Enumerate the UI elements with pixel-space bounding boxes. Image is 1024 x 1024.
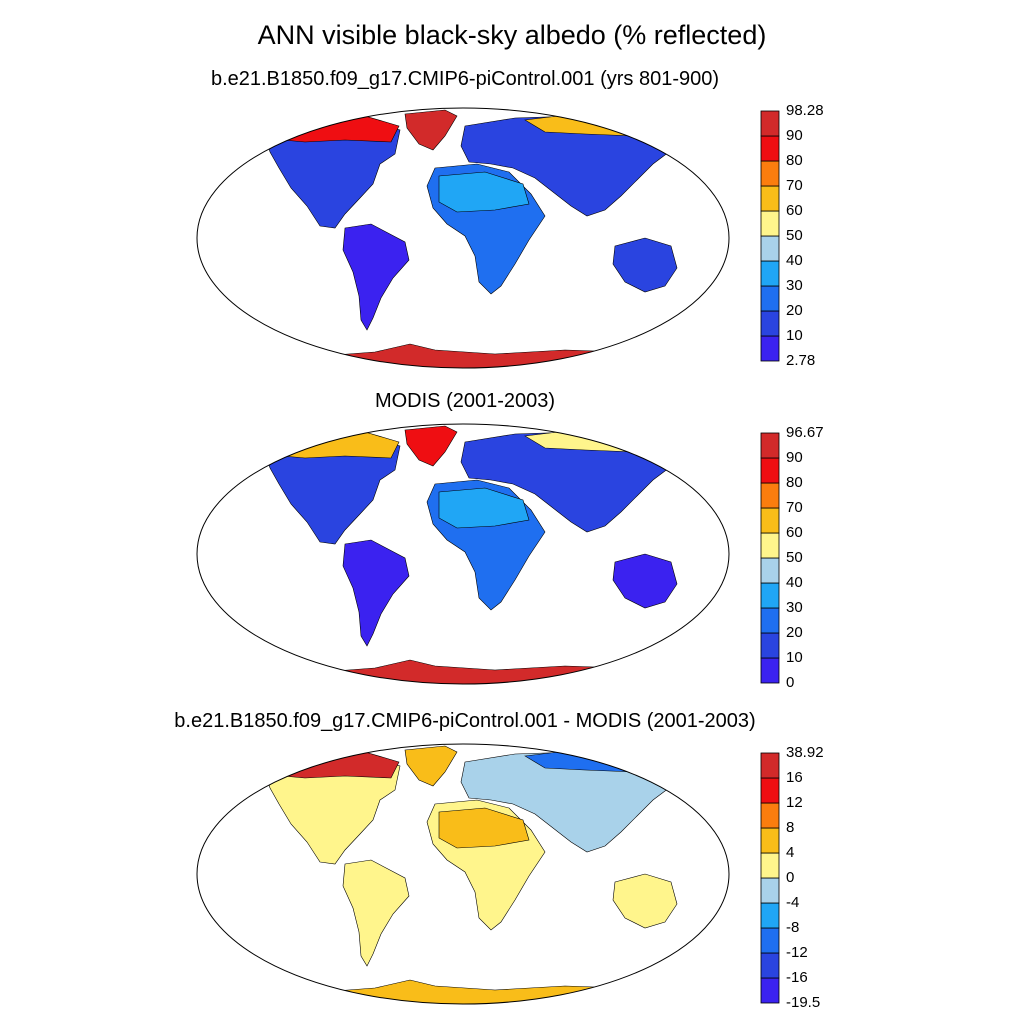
colorbar-swatch xyxy=(760,185,780,212)
colorbar-tick-label: 38.92 xyxy=(786,744,824,761)
colorbar-swatch xyxy=(760,802,780,829)
colorbar-swatch xyxy=(760,235,780,262)
region-australia xyxy=(612,553,678,609)
region-greenland xyxy=(404,745,458,787)
colorbar-model: 98.28 90 80 70 60 50 40 30 20 10 2.78 xyxy=(760,103,880,370)
panel-title-obs: MODIS (2001-2003) xyxy=(374,390,556,412)
colorbar-tick-label: 30 xyxy=(786,599,803,616)
colorbar-tick-label: 20 xyxy=(786,624,803,641)
colorbar-tick-label: 10 xyxy=(786,327,803,344)
map-obs xyxy=(196,423,730,685)
colorbar-swatch xyxy=(760,285,780,312)
region-south-america xyxy=(342,859,410,967)
region-australia xyxy=(612,237,678,293)
colorbar-swatch xyxy=(760,160,780,187)
colorbar-swatch xyxy=(760,827,780,854)
colorbar-swatch xyxy=(760,557,780,584)
region-south-america xyxy=(342,223,410,331)
colorbar-swatches xyxy=(760,110,780,362)
region-australia xyxy=(612,873,678,929)
colorbar-swatch xyxy=(760,335,780,362)
panel-title-diff: b.e21.B1850.f09_g17.CMIP6-piControl.001 … xyxy=(174,710,756,732)
colorbar-tick-label: 60 xyxy=(786,202,803,219)
colorbar-tick-label: 50 xyxy=(786,227,803,244)
colorbar-tick-label: 2.78 xyxy=(786,352,816,369)
colorbar-tick-label: 60 xyxy=(786,524,803,541)
region-greenland xyxy=(404,109,458,151)
panel-title-model: b.e21.B1850.f09_g17.CMIP6-piControl.001 … xyxy=(210,68,720,90)
colorbar-tick-label: -12 xyxy=(786,944,808,961)
colorbar-swatch xyxy=(760,632,780,659)
colorbar-swatch xyxy=(760,752,780,779)
colorbar-tick-label: 50 xyxy=(786,549,803,566)
colorbar-tick-label: -19.5 xyxy=(786,994,821,1011)
colorbar-swatch xyxy=(760,852,780,879)
colorbar-tick-label: 0 xyxy=(786,674,795,691)
colorbar-swatch xyxy=(760,952,780,979)
colorbar-swatch xyxy=(760,902,780,929)
region-sahara xyxy=(438,807,530,849)
colorbar-tick-label: 98.28 xyxy=(786,102,824,119)
region-south-america xyxy=(342,539,410,647)
colorbar-swatch xyxy=(760,482,780,509)
colorbar-swatch xyxy=(760,927,780,954)
colorbar-diff: 38.92 16 12 8 4 0 -4 -8 -12 -16 -19.5 xyxy=(760,745,880,1012)
colorbar-swatch xyxy=(760,877,780,904)
region-greenland xyxy=(404,425,458,467)
colorbar-tick-label: 40 xyxy=(786,574,803,591)
colorbar-tick-label: -16 xyxy=(786,969,808,986)
colorbar-tick-label: 30 xyxy=(786,277,803,294)
region-sahara xyxy=(438,171,530,213)
colorbar-swatch xyxy=(760,432,780,459)
colorbar-swatch xyxy=(760,977,780,1004)
colorbar-tick-label: 20 xyxy=(786,302,803,319)
colorbar-tick-label: 70 xyxy=(786,177,803,194)
colorbar-swatches xyxy=(760,432,780,684)
colorbar-tick-label: 12 xyxy=(786,794,803,811)
colorbar-swatch xyxy=(760,657,780,684)
colorbar-tick-label: 16 xyxy=(786,769,803,786)
map-border xyxy=(196,743,730,1005)
colorbar-tick-label: 80 xyxy=(786,474,803,491)
colorbar-swatch xyxy=(760,582,780,609)
colorbar-swatches xyxy=(760,752,780,1004)
colorbar-tick-label: 96.67 xyxy=(786,424,824,441)
colorbar-obs: 96.67 90 80 70 60 50 40 30 20 10 0 xyxy=(760,425,880,692)
colorbar-swatch xyxy=(760,310,780,337)
colorbar-tick-label: 4 xyxy=(786,844,795,861)
colorbar-tick-label: 8 xyxy=(786,819,795,836)
colorbar-tick-label: 10 xyxy=(786,649,803,666)
map-border xyxy=(196,107,730,369)
colorbar-tick-label: -8 xyxy=(786,919,800,936)
region-sahara xyxy=(438,487,530,529)
colorbar-tick-label: 80 xyxy=(786,152,803,169)
colorbar-tick-label: 0 xyxy=(786,869,795,886)
colorbar-tick-label: 90 xyxy=(786,127,803,144)
colorbar-tick-label: 70 xyxy=(786,499,803,516)
colorbar-tick-label: 40 xyxy=(786,252,803,269)
figure-title: ANN visible black-sky albedo (% reflecte… xyxy=(257,20,767,50)
map-border xyxy=(196,423,730,685)
colorbar-swatch xyxy=(760,777,780,804)
map-model xyxy=(196,107,730,369)
colorbar-tick-label: 90 xyxy=(786,449,803,466)
colorbar-swatch xyxy=(760,135,780,162)
colorbar-tick-label: -4 xyxy=(786,894,800,911)
colorbar-swatch xyxy=(760,260,780,287)
colorbar-swatch xyxy=(760,457,780,484)
map-diff xyxy=(196,743,730,1005)
colorbar-swatch xyxy=(760,210,780,237)
colorbar-swatch xyxy=(760,532,780,559)
colorbar-swatch xyxy=(760,110,780,137)
colorbar-swatch xyxy=(760,507,780,534)
colorbar-swatch xyxy=(760,607,780,634)
